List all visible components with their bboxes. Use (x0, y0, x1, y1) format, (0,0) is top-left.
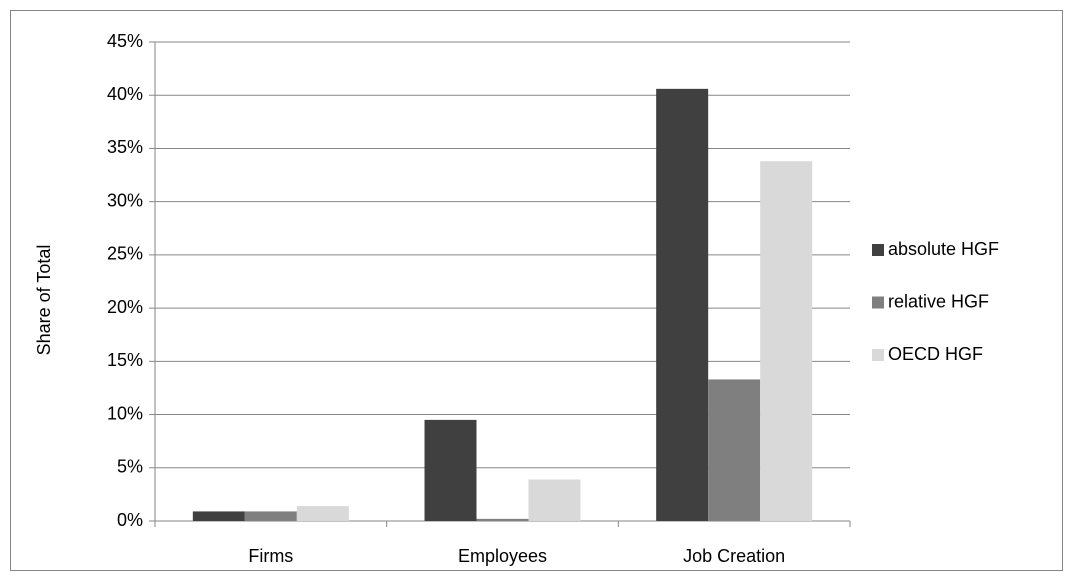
x-tick-label: Firms (248, 546, 293, 566)
bar (424, 419, 477, 521)
y-tick-label: 5% (117, 457, 143, 477)
bar (192, 511, 245, 521)
chart-border (10, 10, 1063, 571)
bar (476, 518, 529, 521)
legend-label: relative HGF (888, 291, 989, 311)
bar (760, 161, 813, 521)
bar (528, 479, 581, 521)
legend-swatch (872, 296, 884, 309)
bar (708, 379, 761, 521)
y-tick-label: 20% (107, 297, 143, 317)
y-tick-label: 0% (117, 510, 143, 530)
y-tick-label: 15% (107, 350, 143, 370)
y-tick-label: 45% (107, 31, 143, 51)
legend-label: absolute HGF (888, 239, 999, 259)
legend-label: OECD HGF (888, 344, 983, 364)
bar (244, 511, 297, 521)
y-tick-label: 35% (107, 137, 143, 157)
y-tick-label: 30% (107, 190, 143, 210)
y-tick-label: 10% (107, 403, 143, 423)
y-tick-label: 40% (107, 84, 143, 104)
bar (656, 88, 709, 521)
x-tick-label: Employees (458, 546, 547, 566)
y-axis-title: Share of Total (34, 245, 54, 356)
x-tick-label: Job Creation (683, 546, 785, 566)
bar (296, 506, 349, 521)
legend-swatch (872, 349, 884, 361)
y-tick-label: 25% (107, 244, 143, 264)
legend-swatch (872, 244, 884, 256)
